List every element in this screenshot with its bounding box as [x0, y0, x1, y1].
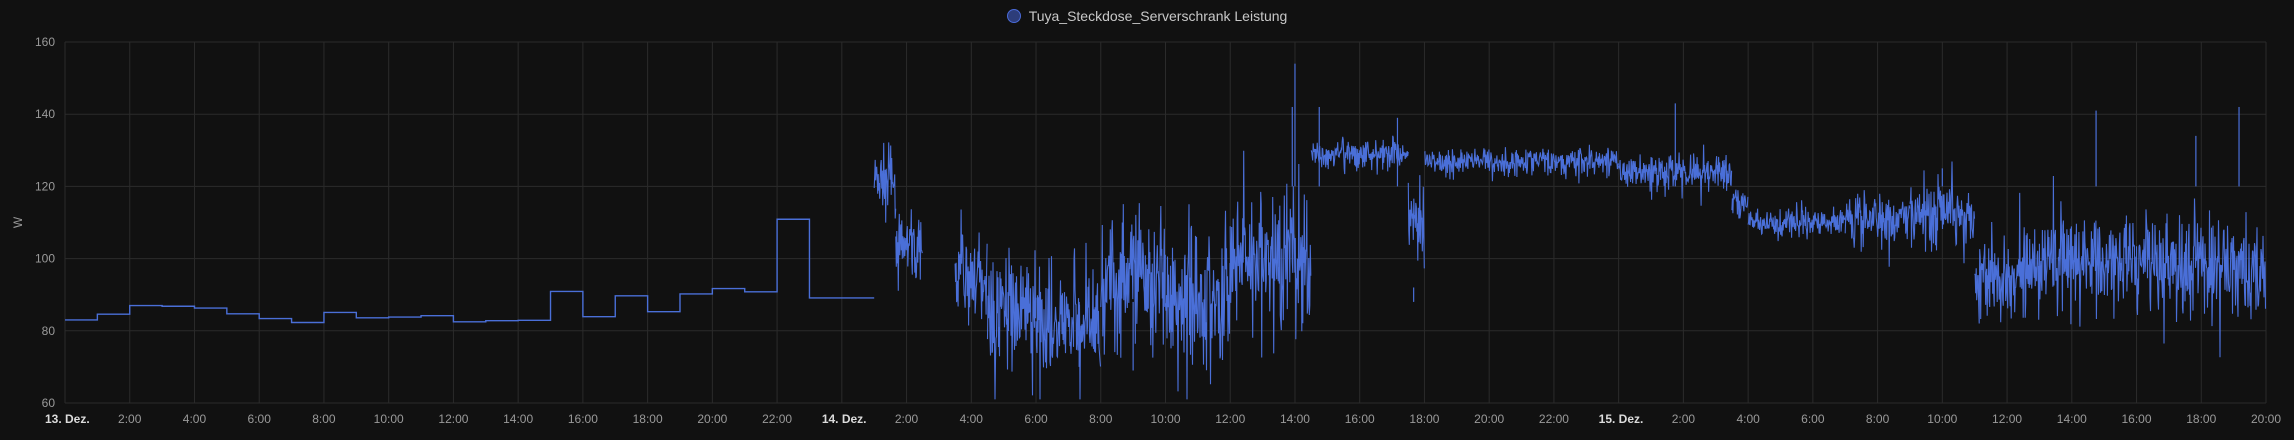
series-noisy-segment — [1100, 203, 1166, 358]
x-tick-label: 20:00 — [1474, 412, 1504, 426]
series-noisy-segment — [986, 247, 1037, 400]
x-tick-label: 8:00 — [1089, 412, 1113, 426]
y-tick-label: 100 — [35, 252, 55, 266]
y-tick-label: 120 — [35, 179, 55, 193]
x-tick-label: 2:00 — [1672, 412, 1696, 426]
legend-series-label: Tuya_Steckdose_Serverschrank Leistung — [1028, 8, 1288, 24]
series-noisy-segment — [1844, 190, 1911, 267]
x-tick-label: 4:00 — [960, 412, 984, 426]
x-tick-label: 15. Dez. — [1599, 412, 1644, 426]
series-noisy-segment — [1909, 161, 1976, 264]
series-noisy-segment — [1974, 192, 2040, 324]
y-axis-label: W — [11, 216, 25, 228]
x-tick-label: 2:00 — [118, 412, 142, 426]
x-tick-label: 14. Dez. — [822, 412, 867, 426]
series-noisy-segment — [1407, 175, 1425, 269]
series-noisy-segment — [873, 142, 897, 223]
x-tick-label: 8:00 — [1866, 412, 1890, 426]
legend[interactable]: Tuya_Steckdose_Serverschrank Leistung — [0, 8, 2294, 24]
y-tick-label: 60 — [42, 396, 56, 410]
x-tick-label: 8:00 — [312, 412, 336, 426]
x-tick-label: 12:00 — [438, 412, 468, 426]
x-tick-label: 16:00 — [1345, 412, 1375, 426]
series-step-line — [65, 218, 875, 324]
x-tick-label: 22:00 — [1539, 412, 1569, 426]
x-tick-label: 22:00 — [762, 412, 792, 426]
x-tick-label: 20:00 — [2251, 412, 2281, 426]
x-tick-label: 12:00 — [1992, 412, 2022, 426]
x-tick-label: 18:00 — [2186, 412, 2216, 426]
x-tick-label: 6:00 — [1801, 412, 1825, 426]
series-noisy-segment — [1731, 189, 1749, 219]
series-noisy-segment — [2038, 175, 2137, 327]
x-tick-label: 16:00 — [568, 412, 598, 426]
x-tick-label: 6:00 — [248, 412, 272, 426]
series-noisy-segment — [1424, 144, 1619, 184]
x-tick-label: 16:00 — [2122, 412, 2152, 426]
legend-swatch — [1006, 9, 1021, 23]
series-noisy-segment — [2135, 198, 2267, 358]
series-noisy-segment — [1747, 200, 1846, 242]
series-noisy-segment — [954, 209, 988, 326]
y-tick-label: 160 — [35, 35, 55, 49]
series-noisy-segment — [1310, 135, 1409, 175]
x-tick-label: 4:00 — [1736, 412, 1760, 426]
x-tick-label: 18:00 — [633, 412, 663, 426]
series-noisy-segment — [1035, 242, 1102, 400]
y-tick-label: 80 — [42, 324, 56, 338]
series-noisy-segment — [1278, 163, 1312, 340]
x-tick-label: 14:00 — [1280, 412, 1310, 426]
x-tick-label: 12:00 — [1215, 412, 1245, 426]
x-tick-label: 2:00 — [895, 412, 919, 426]
x-tick-label: 10:00 — [1150, 412, 1180, 426]
x-tick-label: 14:00 — [2057, 412, 2087, 426]
x-tick-label: 10:00 — [374, 412, 404, 426]
x-tick-label: 14:00 — [503, 412, 533, 426]
x-tick-label: 20:00 — [697, 412, 727, 426]
x-tick-label: 10:00 — [1927, 412, 1957, 426]
x-tick-label: 6:00 — [1024, 412, 1048, 426]
x-tick-label: 4:00 — [183, 412, 207, 426]
x-tick-label: 18:00 — [1409, 412, 1439, 426]
y-tick-label: 140 — [35, 107, 55, 121]
x-tick-label: 13. Dez. — [45, 412, 90, 426]
series-noisy-segment — [1229, 150, 1280, 358]
series-noisy-segment — [895, 209, 923, 291]
series-noisy-segment — [1164, 204, 1231, 400]
